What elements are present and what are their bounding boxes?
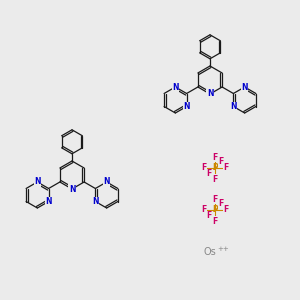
Text: N: N: [172, 82, 178, 91]
Text: F: F: [201, 164, 207, 172]
Text: F: F: [212, 217, 217, 226]
Text: F: F: [206, 169, 211, 178]
Text: P: P: [212, 206, 218, 214]
Text: N: N: [92, 197, 99, 206]
Text: N: N: [45, 197, 52, 206]
Text: N: N: [34, 178, 41, 187]
Text: ++: ++: [217, 246, 229, 252]
Text: F: F: [212, 152, 217, 161]
Text: F: F: [218, 158, 224, 166]
Text: P: P: [212, 164, 218, 172]
Text: F: F: [206, 212, 211, 220]
Text: N: N: [69, 184, 75, 194]
Text: Os: Os: [204, 247, 216, 257]
Text: F: F: [218, 200, 224, 208]
Text: F: F: [224, 206, 229, 214]
Text: F: F: [224, 164, 229, 172]
Text: N: N: [242, 82, 248, 91]
Text: F: F: [212, 175, 217, 184]
Text: F: F: [212, 194, 217, 203]
Text: N: N: [183, 102, 190, 111]
Text: N: N: [230, 102, 237, 111]
Text: F: F: [201, 206, 207, 214]
Text: N: N: [207, 89, 213, 98]
Text: N: N: [103, 178, 110, 187]
